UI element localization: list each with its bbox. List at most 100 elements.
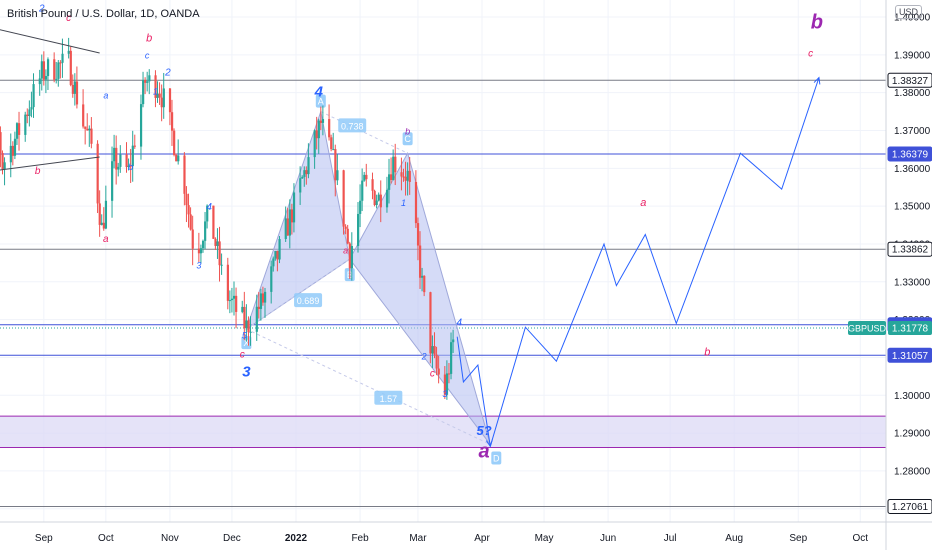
pattern-point-label: X bbox=[243, 338, 249, 348]
candle-body bbox=[24, 114, 27, 135]
candle-body bbox=[144, 80, 147, 83]
candle-body bbox=[292, 192, 296, 223]
pattern-ratio-tag bbox=[294, 293, 323, 308]
time-axis[interactable]: Sep Oct Nov Dec 2022 Feb Mar Apr May Jun Jul Aug Sep… bbox=[35, 533, 868, 544]
candle-body bbox=[315, 130, 318, 139]
symbol-tag bbox=[848, 321, 886, 336]
projection-line bbox=[456, 77, 820, 447]
level-price-tag bbox=[887, 347, 932, 363]
candle-body bbox=[431, 346, 434, 354]
candle-body bbox=[73, 81, 77, 94]
candle-body bbox=[344, 226, 347, 229]
candle-body bbox=[421, 275, 424, 278]
candle-body bbox=[201, 240, 205, 249]
time-tick-label: 2022 bbox=[285, 533, 308, 544]
wave-label: 3 bbox=[442, 389, 447, 399]
candle-body bbox=[288, 209, 291, 236]
candle-body bbox=[255, 306, 258, 332]
candle-body bbox=[90, 128, 93, 144]
candle-body bbox=[98, 203, 101, 225]
candle-body bbox=[336, 170, 339, 181]
pattern-xd-line bbox=[246, 328, 491, 445]
level-price-tag bbox=[887, 72, 932, 88]
wave-label: 5? bbox=[477, 423, 492, 438]
candle-body bbox=[59, 62, 62, 64]
candle-body bbox=[435, 354, 438, 369]
wave-label: 4 bbox=[457, 317, 463, 328]
wave-label: a bbox=[479, 441, 490, 463]
wave-label: 5 bbox=[242, 331, 248, 341]
candle-body bbox=[408, 170, 411, 182]
candle-body bbox=[183, 155, 186, 194]
candle-body bbox=[69, 50, 72, 85]
candle-body bbox=[197, 248, 201, 254]
support-zone-fill bbox=[0, 416, 886, 448]
current-price-label: 1.31778 bbox=[892, 324, 929, 335]
symbol-label: GBPUSD bbox=[848, 324, 887, 334]
projection-arrow-up bbox=[813, 76, 821, 85]
candle-body bbox=[67, 50, 70, 54]
price-tick-label: 1.39000 bbox=[894, 50, 931, 61]
candle-body bbox=[241, 306, 244, 312]
candle-body bbox=[416, 223, 420, 246]
time-tick-label: Mar bbox=[409, 533, 427, 544]
candle-body bbox=[204, 221, 207, 241]
candle-body bbox=[0, 132, 2, 154]
wave-label: b bbox=[704, 347, 710, 359]
wave-label: c bbox=[430, 368, 435, 379]
candle-body bbox=[117, 166, 120, 170]
candle-body bbox=[30, 107, 33, 110]
time-tick-label: Oct bbox=[98, 533, 114, 544]
candle-body bbox=[450, 342, 453, 374]
currency-badge[interactable]: USD bbox=[894, 5, 922, 19]
candle-body bbox=[173, 130, 176, 155]
pattern-ratio-label: 0.689 bbox=[297, 296, 320, 306]
wave-label: a bbox=[103, 90, 108, 100]
candle-body bbox=[125, 154, 128, 168]
candle-body bbox=[44, 76, 48, 80]
candle-body bbox=[257, 306, 260, 309]
candle-body bbox=[32, 84, 35, 108]
candle-body bbox=[388, 174, 391, 190]
candle-body bbox=[307, 157, 310, 175]
time-tick-label: May bbox=[535, 533, 554, 544]
candle-body bbox=[348, 243, 351, 269]
candle-body bbox=[96, 143, 99, 204]
candle-body bbox=[330, 137, 333, 150]
candle-body bbox=[142, 80, 145, 105]
time-tick-label: Aug bbox=[725, 533, 743, 544]
level-price-tag bbox=[887, 498, 932, 514]
candle-body bbox=[270, 266, 273, 292]
price-tick-label: 1.36000 bbox=[894, 164, 931, 175]
candle-body bbox=[319, 120, 323, 123]
time-tick-label: Jun bbox=[600, 533, 616, 544]
candle-body bbox=[55, 78, 58, 80]
candle-body bbox=[57, 62, 60, 79]
candle-body bbox=[447, 373, 451, 375]
candle-body bbox=[139, 104, 143, 147]
time-tick-label: Jul bbox=[664, 533, 677, 544]
trend-line bbox=[0, 156, 100, 171]
candle-body bbox=[15, 123, 19, 139]
candle-body bbox=[218, 241, 221, 266]
candle-body bbox=[249, 331, 252, 333]
wave-label: 2 bbox=[421, 351, 427, 361]
wave-label: b bbox=[811, 11, 823, 33]
candle-body bbox=[9, 145, 12, 163]
candle-body bbox=[276, 250, 279, 260]
pattern-ratio-tag bbox=[374, 390, 403, 405]
candle-body bbox=[272, 258, 275, 267]
wave-label: a bbox=[343, 245, 348, 255]
pattern-point-tag bbox=[315, 94, 326, 108]
wave-label: 4 bbox=[206, 202, 212, 213]
level-price-label: 1.33862 bbox=[892, 245, 929, 256]
chart-title: British Pound / U.S. Dollar, 1D, OANDA bbox=[7, 8, 200, 20]
wave-label: a bbox=[103, 234, 109, 245]
wave-label: c bbox=[66, 13, 71, 24]
wave-label: 2 bbox=[164, 68, 171, 79]
candle-body bbox=[247, 320, 250, 333]
candle-body bbox=[433, 346, 436, 355]
